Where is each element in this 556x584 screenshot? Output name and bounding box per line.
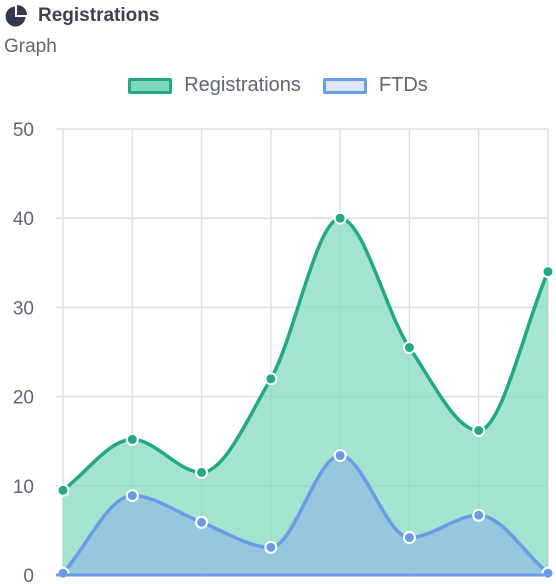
pie-chart-icon xyxy=(5,5,27,27)
chart-header: Registrations xyxy=(4,4,159,28)
data-point-registrations xyxy=(472,423,486,437)
data-point-ftds xyxy=(472,508,486,522)
y-tick-label: 10 xyxy=(13,477,34,498)
data-point-ftds xyxy=(402,531,416,545)
data-point-ftds xyxy=(195,515,209,529)
legend-swatch-ftds xyxy=(322,77,367,94)
data-point-registrations xyxy=(125,432,139,446)
y-tick-label: 0 xyxy=(23,566,34,584)
legend-label-ftds: FTDs xyxy=(378,74,428,96)
data-point-registrations xyxy=(56,483,70,497)
data-point-ftds xyxy=(125,489,139,503)
chart-legend: Registrations FTDs xyxy=(0,74,556,97)
legend-item-ftds[interactable]: FTDs xyxy=(322,74,428,97)
data-point-registrations xyxy=(264,372,278,386)
area-fill-registrations xyxy=(63,218,548,575)
data-point-ftds xyxy=(333,448,347,462)
data-point-registrations xyxy=(402,341,416,355)
area-fill-ftds xyxy=(63,455,548,575)
data-point-registrations xyxy=(541,265,555,279)
data-point-registrations xyxy=(333,211,347,225)
y-tick-label: 50 xyxy=(13,120,34,141)
chart-title: Registrations xyxy=(38,5,160,26)
y-tick-label: 20 xyxy=(13,388,34,409)
legend-label-registrations: Registrations xyxy=(184,74,301,96)
data-point-ftds xyxy=(56,566,70,580)
data-point-ftds xyxy=(264,540,278,554)
legend-item-registrations[interactable]: Registrations xyxy=(128,74,301,97)
data-point-registrations xyxy=(195,465,209,479)
y-tick-label: 40 xyxy=(13,209,34,230)
legend-swatch-registrations xyxy=(128,77,173,94)
data-point-ftds xyxy=(541,566,555,580)
y-tick-label: 30 xyxy=(13,298,34,319)
chart-subtitle: Graph xyxy=(4,36,57,57)
